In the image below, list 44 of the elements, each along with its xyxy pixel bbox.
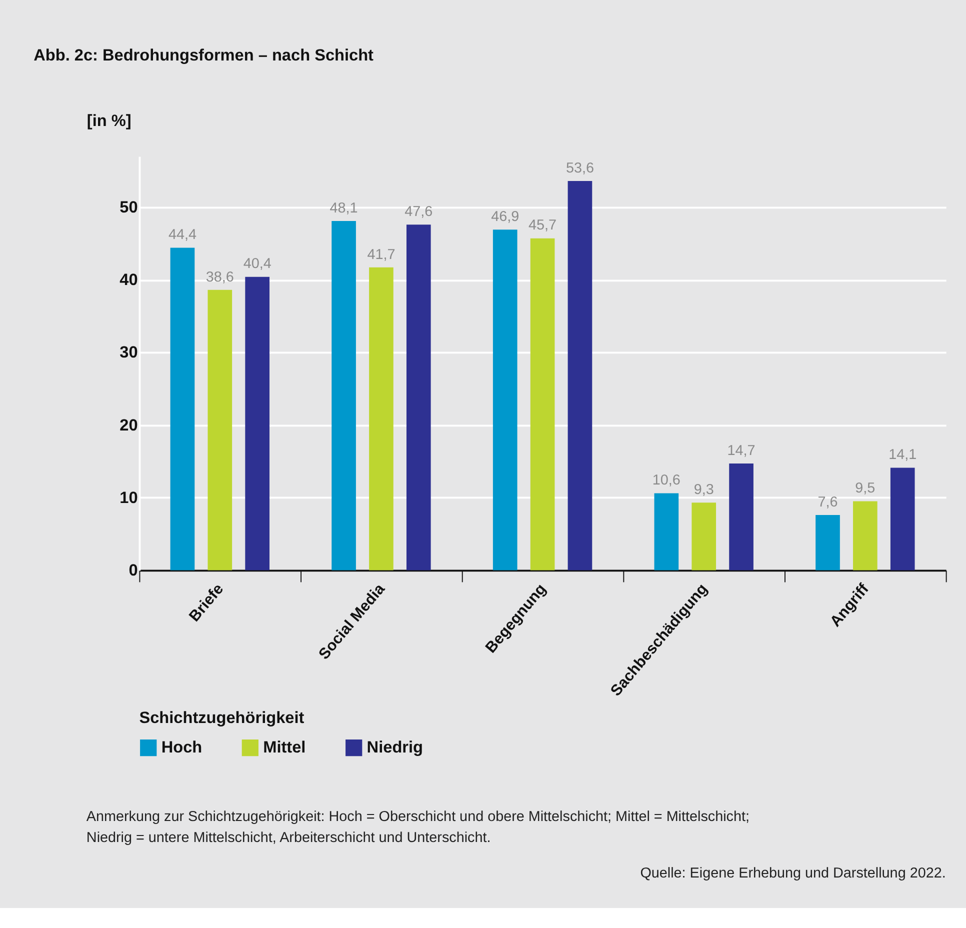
data-label: 40,4: [243, 256, 272, 272]
data-label: 41,7: [367, 246, 396, 263]
y-tick-label: 0: [128, 561, 138, 580]
bar: [406, 224, 431, 570]
bar: [492, 230, 518, 570]
bar: [853, 501, 878, 570]
data-label: 38,6: [206, 269, 234, 286]
data-label: 9,3: [694, 482, 714, 498]
chart-title: Abb. 2c: Bedrohungsformen – nach Schicht: [34, 46, 374, 64]
bar: [568, 181, 592, 570]
data-label: 14,1: [888, 447, 917, 464]
data-label: 46,9: [491, 209, 520, 226]
bar: [208, 290, 232, 570]
y-tick-label: 50: [120, 198, 138, 216]
bar: [170, 248, 195, 570]
data-label: 10,6: [652, 472, 680, 489]
bar: [332, 220, 356, 570]
legend-label: Niedrig: [366, 738, 424, 757]
bar: [816, 515, 840, 570]
data-label: 44,4: [168, 227, 196, 244]
y-tick-label: 20: [120, 416, 138, 434]
bar: [245, 276, 270, 570]
bar: [890, 468, 915, 570]
bar: [654, 493, 679, 570]
data-label: 53,6: [566, 160, 594, 176]
data-label: 9,5: [855, 480, 876, 497]
legend-label: Mittel: [263, 738, 306, 757]
text: Anmerkung zur Schichtzugehörigkeit: Hoch = Oberschicht und obere Mittelschicht; Mittel = Mittelschicht; Niedrig = untere Mittelschicht, Arbeiterschicht und Unterschicht.: [86, 808, 750, 846]
legend-label: Hoch: [161, 738, 202, 757]
y-tick-label: 40: [120, 271, 138, 290]
data-label: 14,7: [727, 442, 756, 459]
data-label: 47,6: [404, 204, 433, 220]
bar: [692, 502, 716, 570]
data-label: 45,7: [528, 218, 557, 234]
bar: [729, 463, 754, 570]
bar: [369, 267, 394, 570]
data-label: 7,6: [818, 494, 838, 510]
y-tick-label: 10: [120, 488, 138, 507]
y-axis-title: [in %]: [86, 112, 132, 130]
data-label: 48,1: [330, 200, 358, 216]
y-tick-label: 30: [120, 344, 138, 362]
legend-title: Schichtzugehörigkeit: [139, 708, 305, 727]
source-note: Quelle: Eigene Erhebung und Darstellung 2022.: [640, 865, 946, 882]
bar: [530, 238, 555, 570]
